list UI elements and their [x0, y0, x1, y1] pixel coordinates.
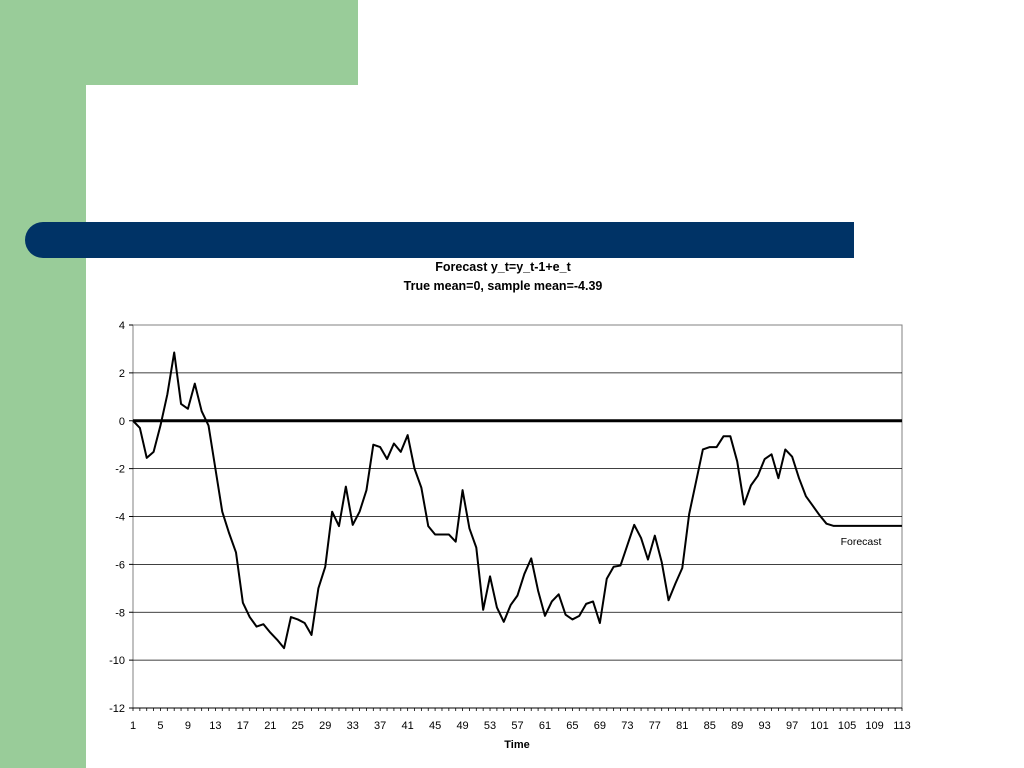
y-tick-label-7: -10	[109, 655, 125, 667]
x-tick-label-11: 45	[429, 720, 441, 732]
x-tick-label-23: 93	[759, 720, 771, 732]
x-tick-label-19: 77	[649, 720, 661, 732]
x-tick-label-14: 57	[511, 720, 523, 732]
y-tick-label-1: 2	[119, 368, 125, 380]
x-tick-label-24: 97	[786, 720, 798, 732]
x-axis-label: Time	[504, 739, 529, 751]
x-tick-label-28: 113	[893, 720, 911, 732]
background-green-left	[0, 0, 86, 768]
chart-subtitle: True mean=0, sample mean=-4.39	[404, 279, 603, 293]
x-tick-label-26: 105	[838, 720, 856, 732]
x-tick-label-17: 69	[594, 720, 606, 732]
y-tick-label-0: 4	[119, 320, 125, 332]
slide-title-bar	[25, 222, 854, 258]
x-tick-label-21: 85	[704, 720, 716, 732]
x-tick-label-1: 5	[157, 720, 163, 732]
x-tick-label-4: 17	[237, 720, 249, 732]
x-tick-label-9: 37	[374, 720, 386, 732]
series-observed-line	[132, 351, 902, 650]
x-tick-label-25: 101	[810, 720, 828, 732]
x-tick-label-16: 65	[566, 720, 578, 732]
gridlines	[133, 372, 902, 661]
x-tick-label-3: 13	[209, 720, 221, 732]
x-tick-label-10: 41	[402, 720, 414, 732]
x-tick-label-6: 25	[292, 720, 304, 732]
y-tick-label-3: -2	[115, 464, 125, 476]
x-tick-label-15: 61	[539, 720, 551, 732]
x-tick-label-22: 89	[731, 720, 743, 732]
x-axis: 1 5 9 13 17 21 25 29 33 37 41 45 49 53 57 61 65 69 73 77 81 8…	[130, 707, 911, 732]
y-tick-label-5: -6	[115, 559, 125, 571]
chart-title: Forecast y_t=y_t-1+e_t	[435, 260, 571, 274]
x-tick-label-18: 73	[621, 720, 633, 732]
y-tick-label-8: -12	[109, 703, 125, 715]
y-axis: 4 2 0 -2 -4 -6 -8 -10 -12	[109, 320, 133, 715]
y-tick-label-6: -8	[115, 607, 125, 619]
x-tick-label-12: 49	[456, 720, 468, 732]
series-lines	[132, 351, 902, 650]
forecast-annotation: Forecast	[841, 536, 882, 548]
x-tick-label-2: 9	[185, 720, 191, 732]
x-tick-label-20: 81	[676, 720, 688, 732]
x-tick-label-13: 53	[484, 720, 496, 732]
slide-content-area	[86, 85, 1024, 768]
y-tick-label-2: 0	[119, 416, 125, 428]
x-tick-label-0: 1	[130, 720, 136, 732]
x-tick-label-27: 109	[865, 720, 883, 732]
y-tick-label-4: -4	[115, 512, 125, 524]
x-tick-label-8: 33	[347, 720, 359, 732]
x-tick-label-7: 29	[319, 720, 331, 732]
x-tick-label-5: 21	[264, 720, 276, 732]
